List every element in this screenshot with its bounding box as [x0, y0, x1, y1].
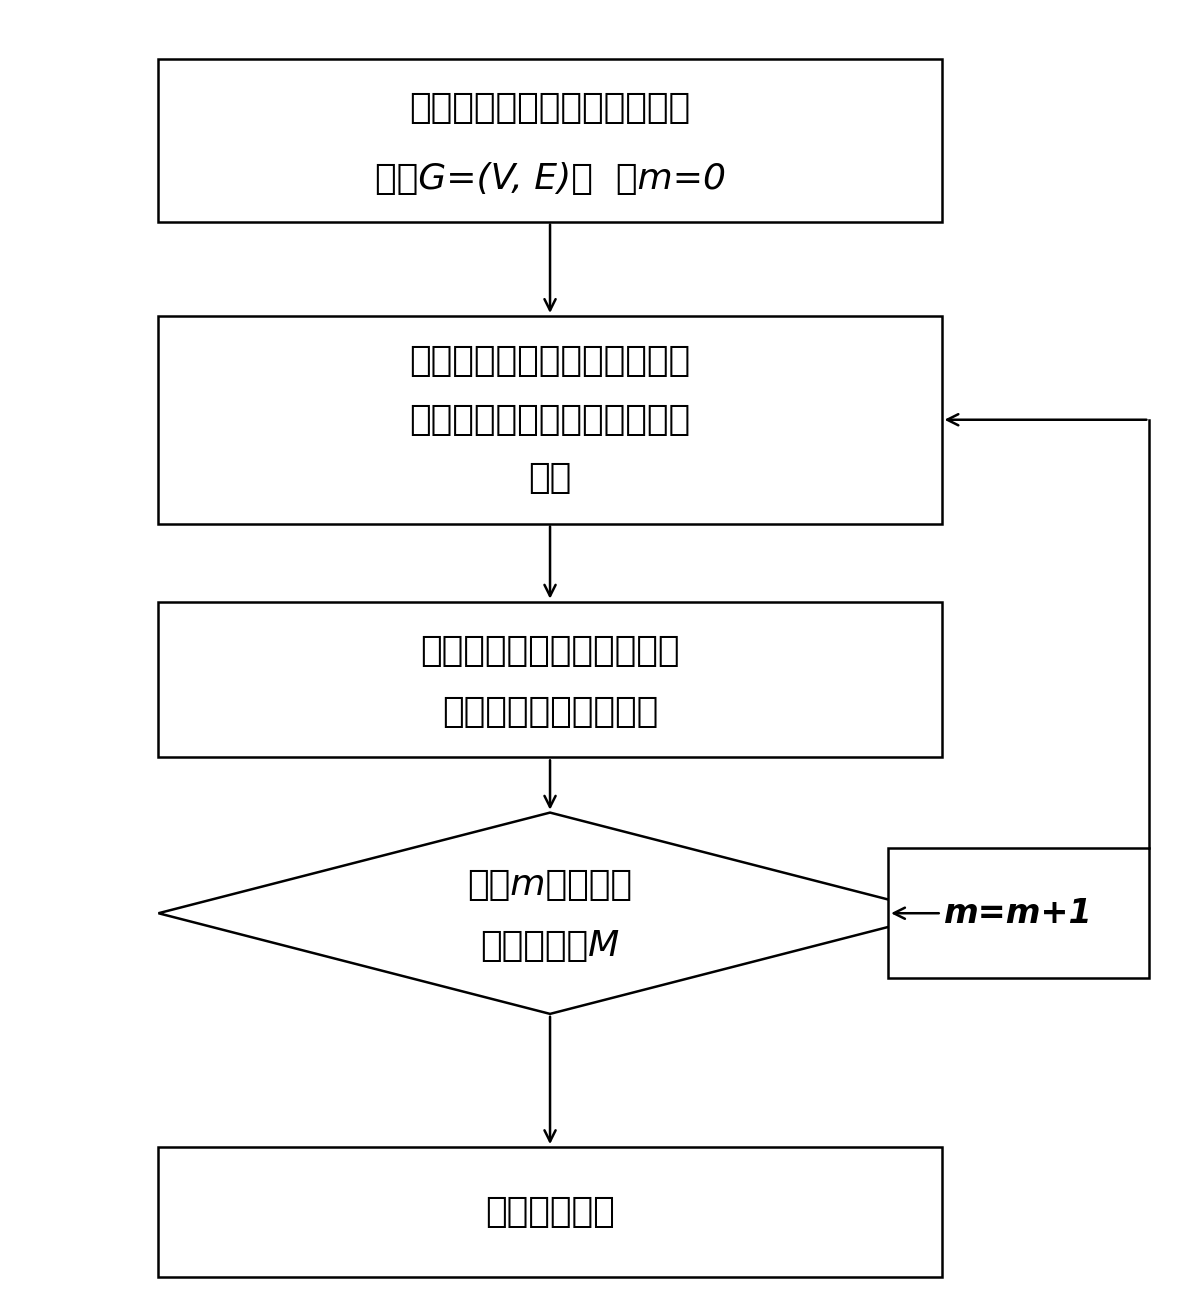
Text: 输出最优路径: 输出最优路径 — [485, 1195, 615, 1229]
Bar — [159, 1148, 942, 1277]
Text: 将所有蚂蚁置于源节点，蚂蚁: 将所有蚂蚁置于源节点，蚂蚁 — [410, 344, 691, 378]
Bar — [888, 848, 1150, 978]
Bar — [159, 59, 942, 222]
Text: 等于迭代数M: 等于迭代数M — [480, 929, 620, 963]
Bar — [159, 316, 942, 524]
Text: 根据信息素更新公式，更新: 根据信息素更新公式，更新 — [421, 634, 680, 668]
Polygon shape — [159, 813, 942, 1014]
Text: 以信息素转移概率访问下一个: 以信息素转移概率访问下一个 — [410, 403, 691, 437]
Text: 最优路径上的信息素值: 最优路径上的信息素值 — [442, 695, 658, 729]
Text: m=m+1: m=m+1 — [944, 897, 1093, 929]
Text: 初始化整个网络拓扑为一个无: 初始化整个网络拓扑为一个无 — [410, 91, 691, 125]
Text: 向图G=(V, E)，  令m=0: 向图G=(V, E)， 令m=0 — [374, 162, 725, 196]
Bar — [159, 601, 942, 757]
Text: 节点: 节点 — [528, 461, 571, 495]
Text: 判断m是否大于: 判断m是否大于 — [467, 868, 632, 902]
